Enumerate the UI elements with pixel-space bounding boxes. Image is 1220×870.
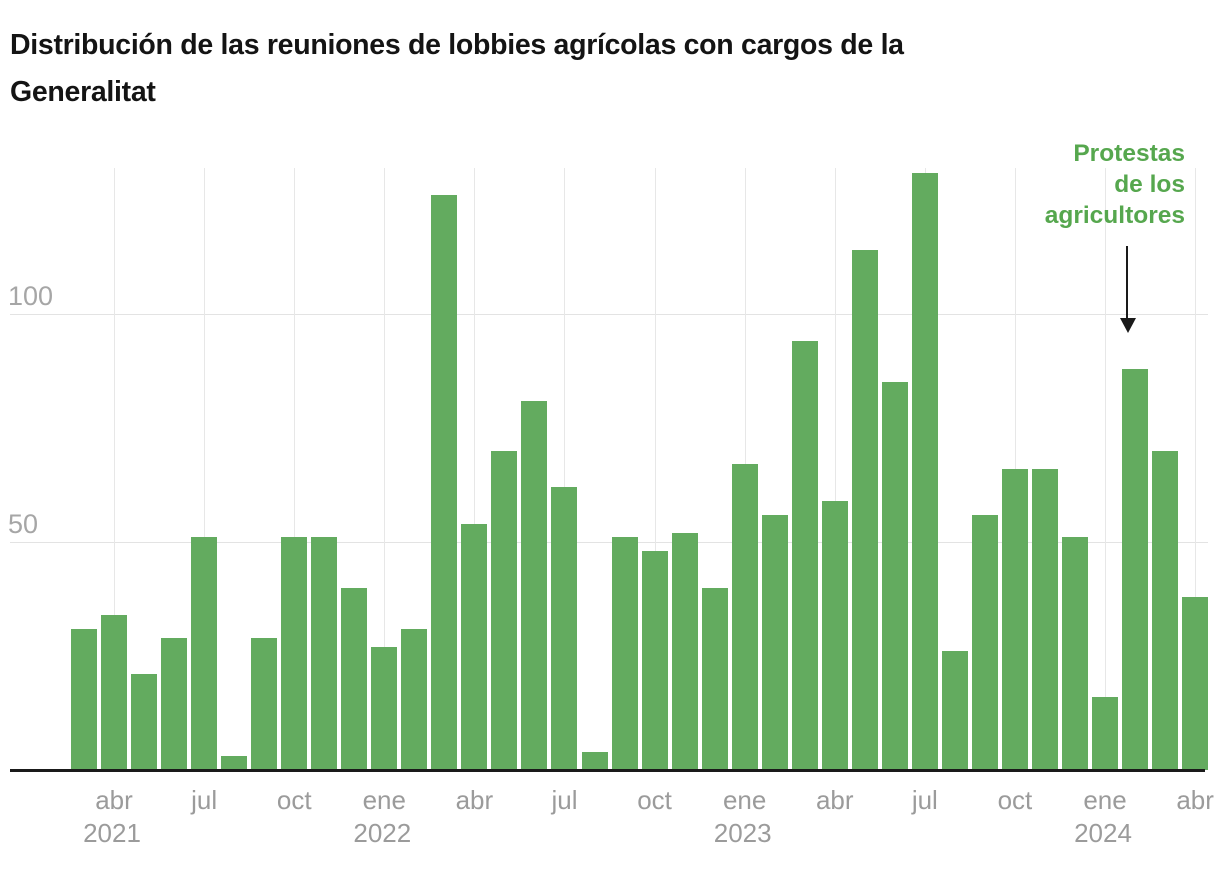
- bar-sep-2023[interactable]: [971, 514, 998, 770]
- bar-nov-2021[interactable]: [311, 537, 338, 770]
- y-gridline-50: [10, 542, 1208, 543]
- bar-dic-2021[interactable]: [341, 587, 368, 770]
- x-tick-label-jul: jul: [551, 785, 578, 815]
- bar-jun-2023[interactable]: [881, 382, 908, 770]
- x-gridline-jul: [564, 168, 566, 770]
- bar-ene-2024[interactable]: [1092, 697, 1119, 770]
- annotation-arrow-icon: [1126, 246, 1129, 318]
- x-year-label-2023: 2023: [713, 818, 772, 848]
- x-tick-label-abr: abr: [815, 785, 854, 815]
- bar-abr-2023[interactable]: [821, 500, 848, 770]
- y-axis-label-50: 50: [8, 509, 39, 539]
- x-gridline-jul: [204, 168, 206, 770]
- bar-jul-2021[interactable]: [191, 537, 218, 770]
- bar-mar-2021[interactable]: [71, 628, 97, 770]
- bar-feb-2023[interactable]: [761, 514, 788, 770]
- bar-ago-2023[interactable]: [941, 651, 968, 770]
- bar-abr-2024[interactable]: [1182, 596, 1209, 770]
- bar-nov-2022[interactable]: [671, 532, 698, 770]
- annotation-arrowhead-icon: [1119, 318, 1136, 333]
- x-gridline-ene-2024: [1105, 168, 1107, 770]
- x-tick-label-oct: oct: [637, 785, 672, 815]
- x-tick-label-ene-2023: ene: [722, 785, 767, 815]
- bar-oct-2021[interactable]: [281, 537, 308, 770]
- bar-jul-2022[interactable]: [551, 487, 578, 770]
- bar-may-2022[interactable]: [491, 450, 518, 770]
- bar-oct-2023[interactable]: [1001, 469, 1028, 770]
- bar-ago-2022[interactable]: [581, 751, 608, 770]
- x-gridline-oct: [1014, 168, 1016, 770]
- x-tick-label-jul: jul: [191, 785, 218, 815]
- bar-abr-2021[interactable]: [101, 614, 128, 770]
- bar-mar-2023[interactable]: [791, 341, 818, 770]
- bar-mar-2024[interactable]: [1152, 450, 1179, 770]
- title-line-1: Distribución de las reuniones de lobbies…: [10, 29, 904, 61]
- x-tick-label-jul: jul: [911, 785, 938, 815]
- x-tick-label-ene-2024: ene: [1083, 785, 1127, 815]
- x-gridline-abr: [834, 168, 836, 770]
- bar-sep-2021[interactable]: [251, 637, 278, 770]
- x-axis-line: [10, 768, 1205, 772]
- bar-oct-2022[interactable]: [641, 551, 668, 770]
- bar-abr-2022[interactable]: [461, 523, 488, 770]
- x-tick-label-abr: abr: [1176, 785, 1214, 815]
- bar-ago-2021[interactable]: [221, 756, 248, 770]
- title-line-2: Generalitat: [10, 76, 156, 108]
- x-tick-label-oct: oct: [997, 785, 1033, 815]
- bar-dic-2023[interactable]: [1061, 537, 1088, 770]
- bar-ene-2023[interactable]: [731, 464, 758, 770]
- bar-ene-2022[interactable]: [371, 646, 398, 770]
- x-year-label-2022: 2022: [353, 818, 412, 848]
- page-title: Distribución de las reuniones de lobbies…: [10, 22, 1160, 116]
- bar-jun-2022[interactable]: [521, 400, 548, 770]
- x-tick-label-abr-2021: abr: [95, 785, 133, 815]
- bar-mar-2022[interactable]: [431, 195, 458, 770]
- x-gridline-abr-2021: [114, 168, 116, 770]
- x-gridline-ene-2022: [384, 168, 386, 770]
- bar-jun-2021[interactable]: [161, 637, 188, 770]
- bar-feb-2022[interactable]: [401, 628, 428, 770]
- bar-nov-2023[interactable]: [1031, 469, 1058, 770]
- bar-sep-2022[interactable]: [611, 537, 638, 770]
- y-gridline-100: [10, 314, 1208, 315]
- annotation-label: Protestas de los agricultores: [1044, 140, 1185, 229]
- x-year-label-2024: 2024: [1074, 818, 1132, 848]
- bar-may-2023[interactable]: [851, 250, 878, 770]
- x-gridline-oct: [294, 168, 296, 770]
- x-gridline-oct: [654, 168, 656, 770]
- x-gridline-abr: [474, 168, 476, 770]
- x-tick-label-abr: abr: [455, 785, 494, 815]
- x-year-label-2021: 2021: [83, 818, 141, 848]
- bar-dic-2022[interactable]: [701, 587, 728, 770]
- bar-feb-2024[interactable]: [1122, 368, 1149, 770]
- x-tick-label-ene-2022: ene: [362, 785, 406, 815]
- bar-may-2021[interactable]: [131, 674, 158, 770]
- y-axis-label-100: 100: [8, 281, 54, 311]
- bar-jul-2023[interactable]: [911, 172, 938, 770]
- x-gridline-abr: [1195, 168, 1197, 770]
- x-tick-label-oct: oct: [276, 785, 312, 815]
